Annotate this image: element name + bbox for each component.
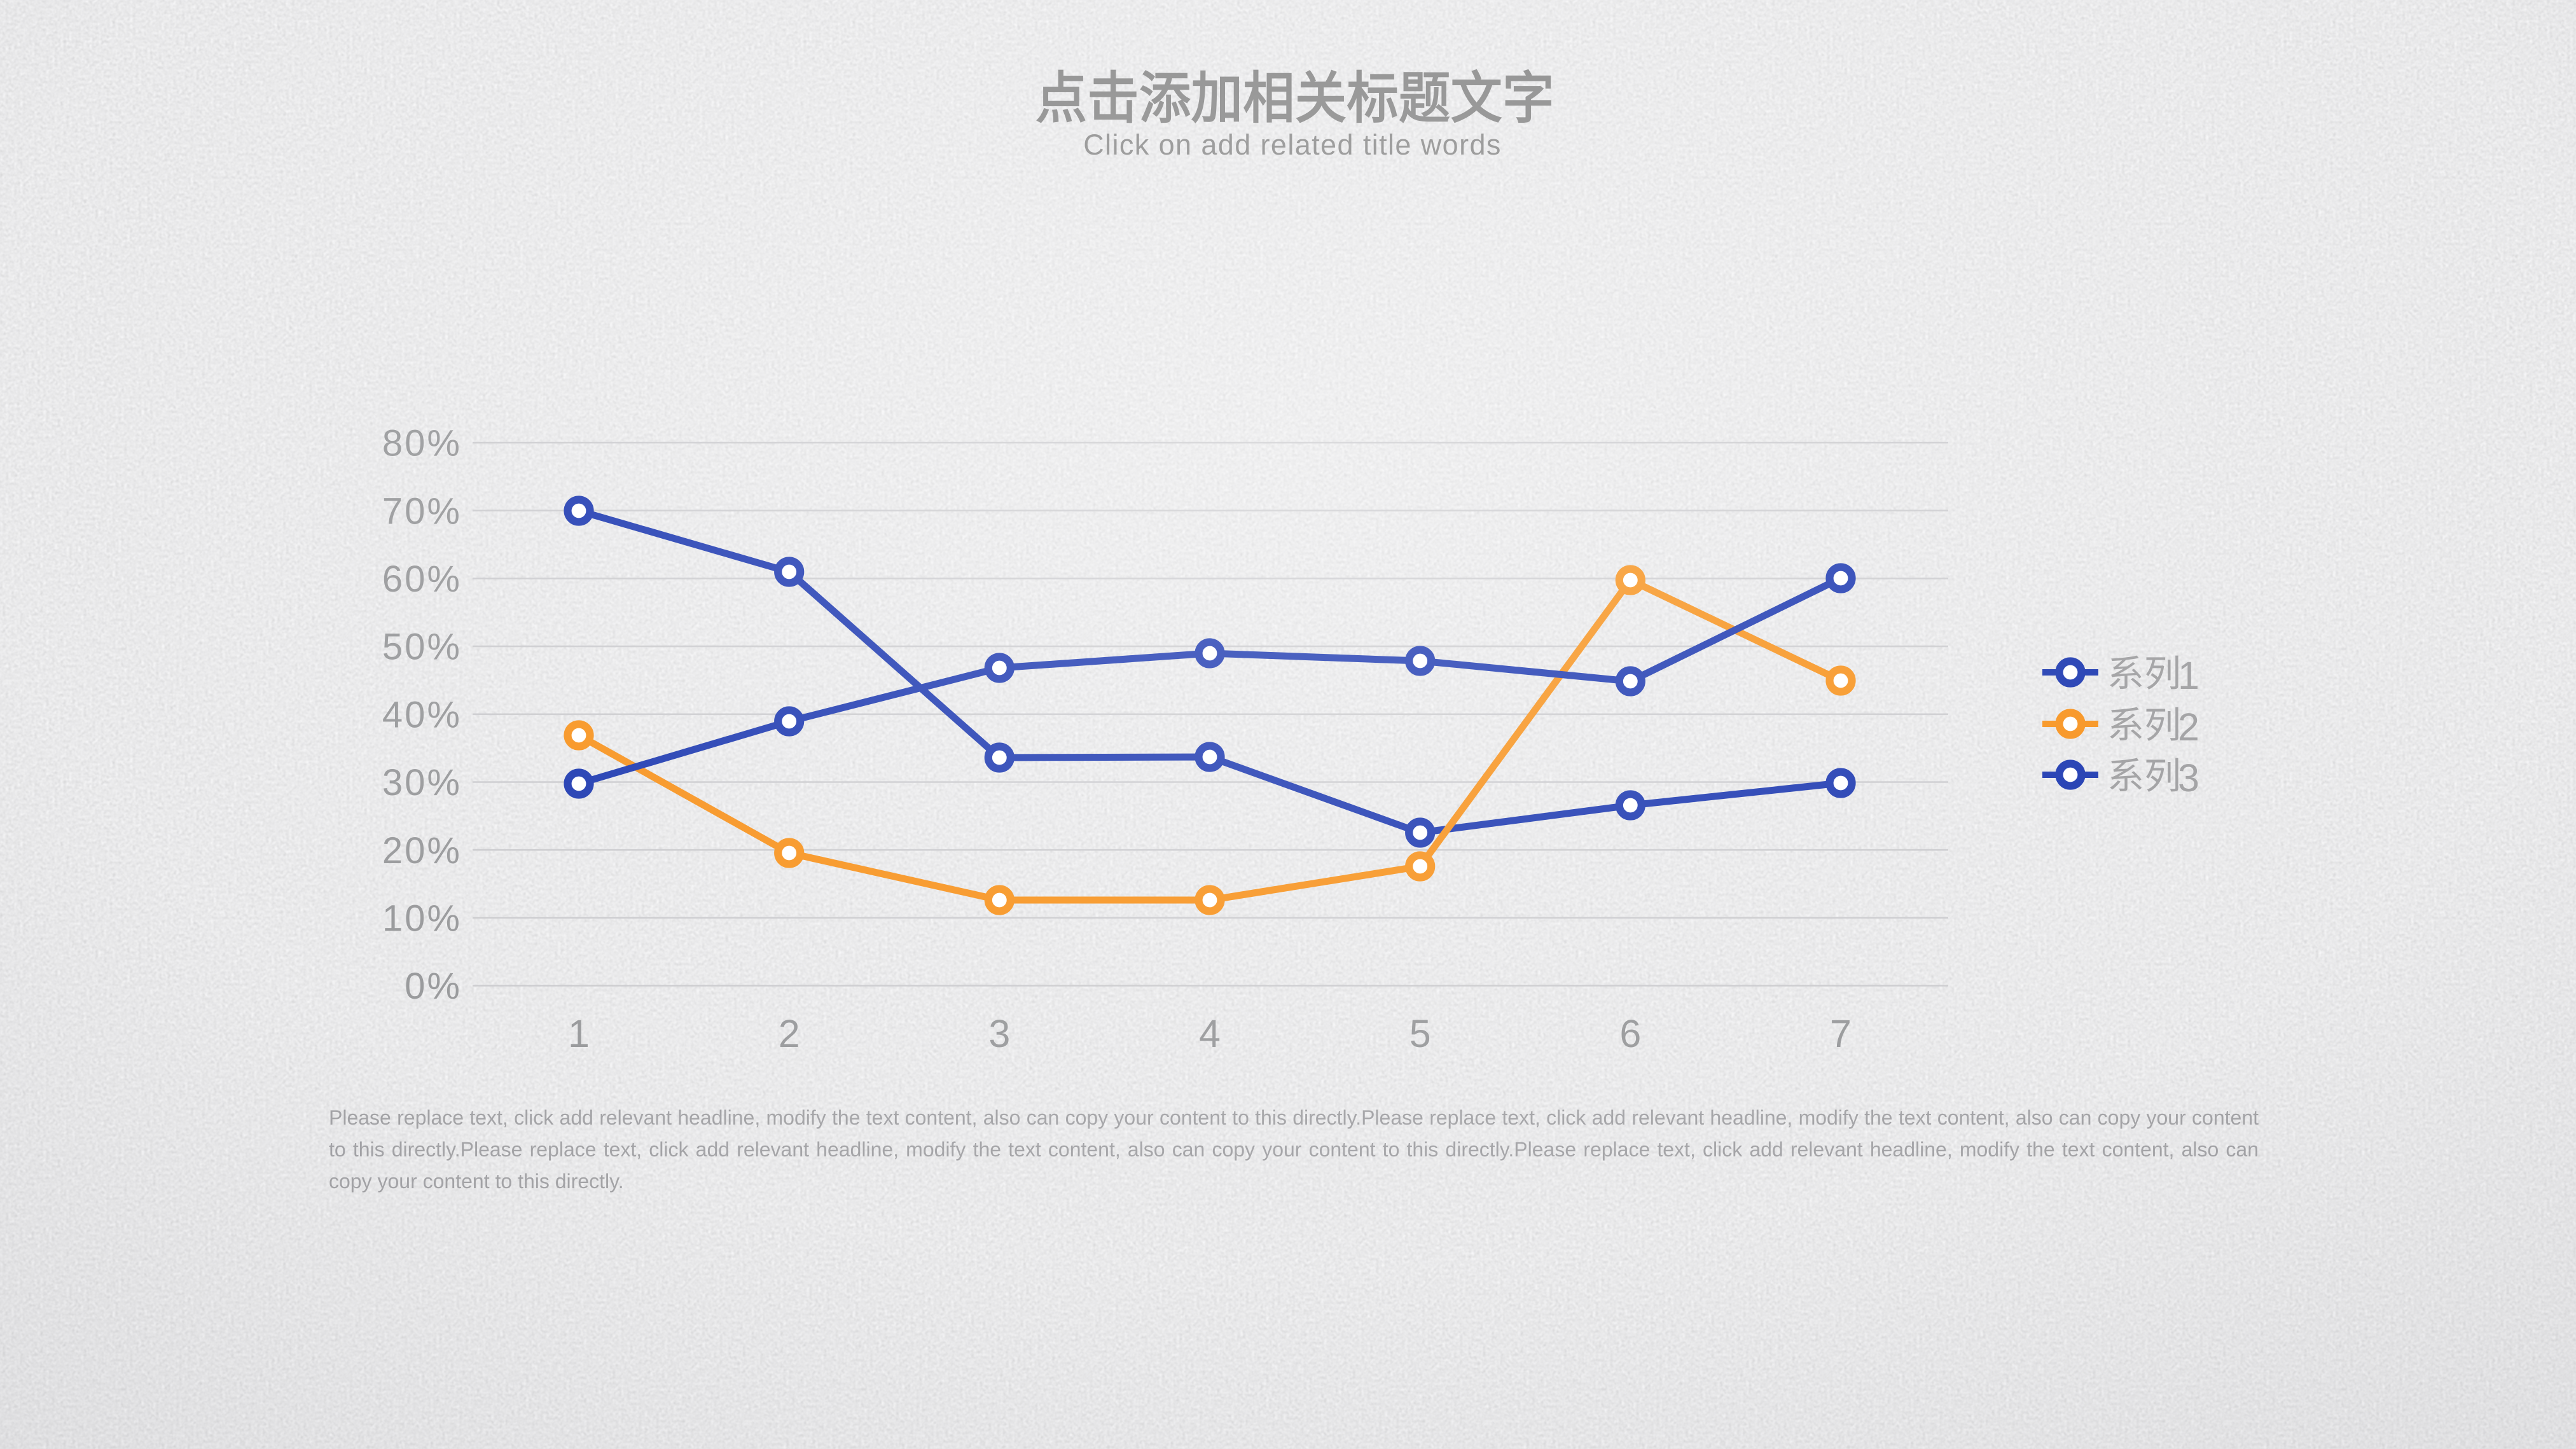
svg-text:1: 1 [568, 1012, 590, 1055]
svg-text:2: 2 [779, 1012, 800, 1055]
svg-text:50%: 50% [382, 627, 462, 668]
svg-text:40%: 40% [382, 694, 462, 735]
svg-text:6: 6 [1619, 1012, 1641, 1055]
svg-text:10%: 10% [382, 898, 462, 939]
svg-text:2: 2 [2178, 705, 2199, 749]
svg-text:0%: 0% [405, 966, 462, 1007]
svg-text:3: 3 [2178, 756, 2199, 800]
svg-text:7: 7 [1830, 1012, 1852, 1055]
svg-text:20%: 20% [382, 830, 462, 871]
svg-text:80%: 80% [382, 423, 462, 464]
svg-text:4: 4 [1199, 1012, 1221, 1055]
svg-text:1: 1 [2178, 654, 2199, 697]
svg-text:30%: 30% [382, 762, 462, 803]
svg-text:3: 3 [988, 1012, 1010, 1055]
svg-text:70%: 70% [382, 490, 462, 532]
svg-text:5: 5 [1409, 1012, 1431, 1055]
svg-text:60%: 60% [382, 558, 462, 600]
